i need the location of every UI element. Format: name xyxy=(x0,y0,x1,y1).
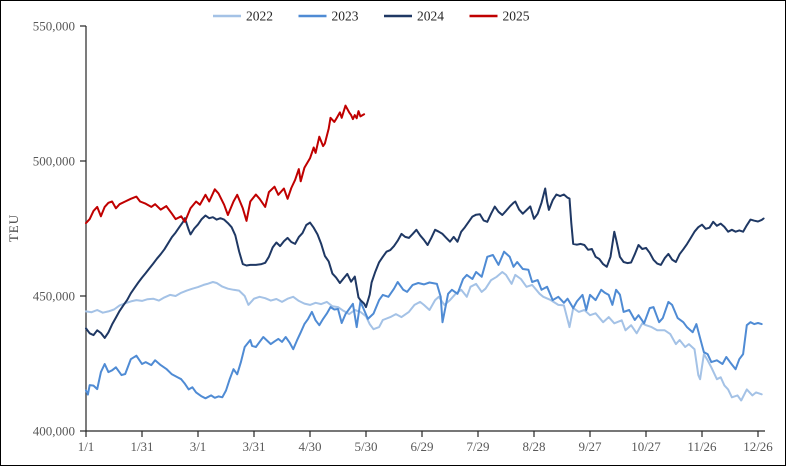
x-tick-label: 8/28 xyxy=(522,439,545,454)
series-line-2025 xyxy=(85,104,366,225)
series-line-2024 xyxy=(85,187,765,339)
legend-label-2022: 2022 xyxy=(246,9,273,24)
y-tick-label: 500,000 xyxy=(33,154,75,169)
series-line-2022 xyxy=(85,271,763,402)
x-tick-label: 7/29 xyxy=(466,439,489,454)
y-axis-title: TEU xyxy=(6,214,21,242)
x-tick-label: 12/26 xyxy=(743,439,773,454)
x-tick-label: 4/30 xyxy=(298,439,321,454)
y-tick-label: 400,000 xyxy=(33,424,75,439)
x-tick-label: 3/1 xyxy=(190,439,207,454)
x-tick-label: 6/29 xyxy=(410,439,433,454)
legend-label-2023: 2023 xyxy=(332,9,359,24)
y-tick-label: 550,000 xyxy=(33,19,75,34)
x-tick-label: 5/30 xyxy=(354,439,377,454)
x-tick-label: 11/26 xyxy=(687,439,717,454)
series-line-2023 xyxy=(85,250,763,400)
x-tick-label: 1/1 xyxy=(78,439,95,454)
legend-label-2025: 2025 xyxy=(503,9,530,24)
x-tick-label: 10/27 xyxy=(631,439,661,454)
legend-label-2024: 2024 xyxy=(417,9,444,24)
x-tick-label: 9/27 xyxy=(578,439,602,454)
x-tick-label: 1/31 xyxy=(130,439,153,454)
x-tick-label: 3/31 xyxy=(242,439,265,454)
y-tick-label: 450,000 xyxy=(33,289,75,304)
